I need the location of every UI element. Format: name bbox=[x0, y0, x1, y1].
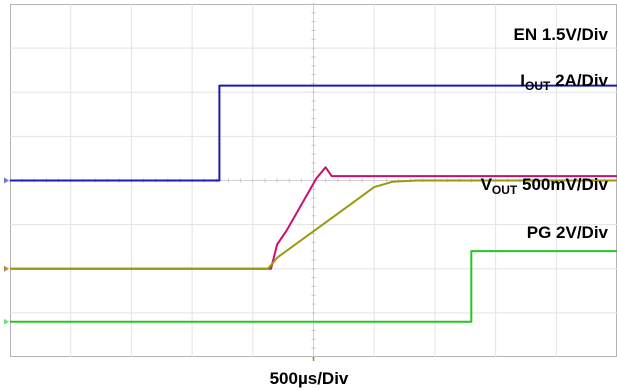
label-pg: PG 2V/Div bbox=[527, 223, 609, 242]
label-vout: VOUT 500mV/Div bbox=[481, 175, 609, 197]
label-iout: IOUT 2A/Div bbox=[520, 71, 608, 93]
channel-marker-vout bbox=[4, 265, 9, 272]
series-line-pg bbox=[10, 250, 617, 323]
series-line-vout bbox=[10, 179, 617, 270]
channel-marker-en bbox=[4, 177, 9, 184]
chart-traces bbox=[4, 84, 617, 325]
channel-marker-pg bbox=[4, 318, 9, 325]
label-en: EN 1.5V/Div bbox=[514, 25, 609, 44]
x-axis-label: 500µs/Div bbox=[270, 369, 349, 388]
series-line-en bbox=[10, 84, 617, 182]
